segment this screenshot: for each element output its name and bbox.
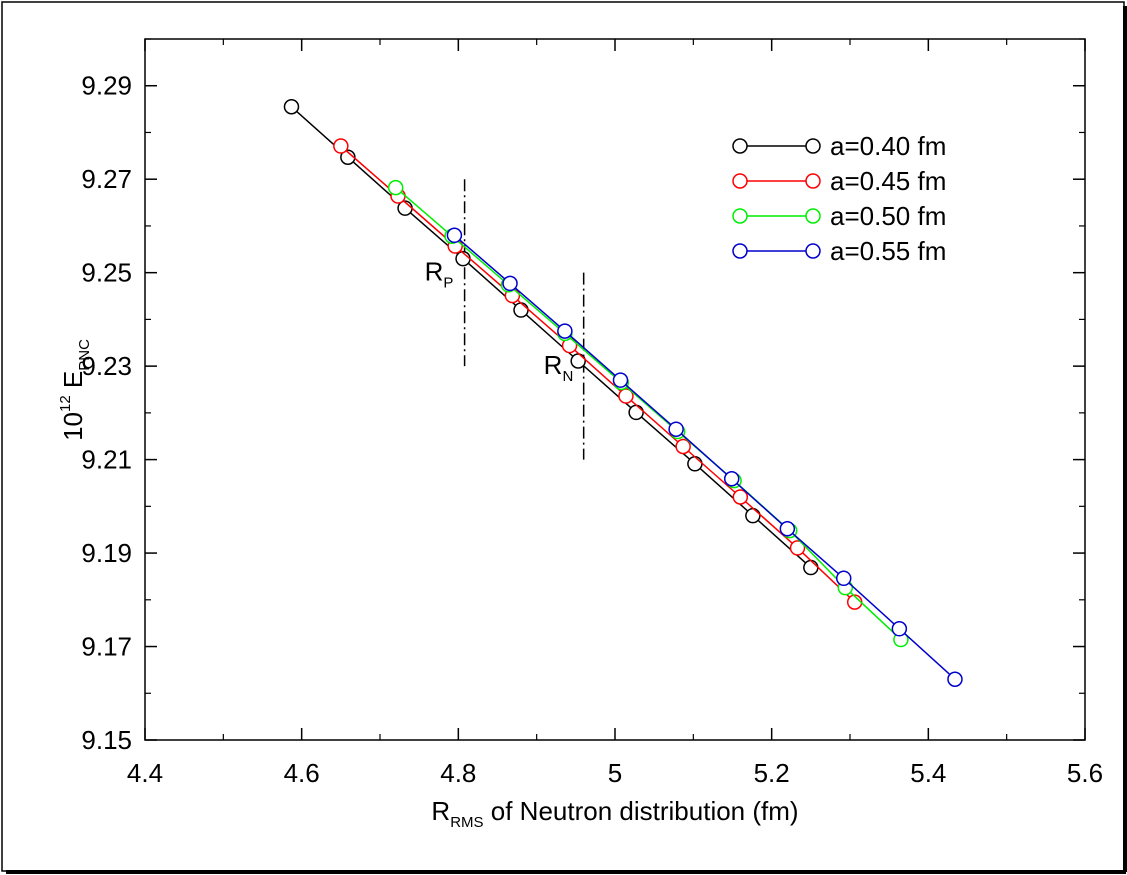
legend-marker	[732, 173, 748, 189]
x-axis-label-sub: RMS	[450, 814, 483, 831]
y-tick-label: 9.15	[81, 725, 132, 755]
data-point	[340, 149, 356, 165]
legend-item: a=0.55 fm	[732, 236, 946, 266]
y-tick-label: 9.23	[81, 351, 132, 381]
legend-marker	[805, 208, 821, 224]
legend: a=0.40 fm a=0.45 fm a=0.50 fm a=0.55 fm	[732, 131, 946, 266]
data-point	[502, 275, 518, 292]
legend-marker	[732, 138, 748, 154]
data-point	[789, 540, 806, 556]
legend-marker	[805, 243, 821, 259]
data-point	[723, 471, 740, 487]
data-point	[779, 521, 796, 537]
data-point	[835, 570, 852, 587]
legend-marker	[805, 138, 821, 154]
data-point	[513, 302, 529, 318]
data-point	[891, 621, 908, 637]
legend-label: a=0.55 fm	[830, 236, 946, 266]
data-point	[687, 456, 703, 472]
x-tick-label: 5	[608, 758, 622, 788]
legend-label: a=0.50 fm	[830, 201, 946, 231]
annotation-label-rn: RN	[544, 350, 574, 385]
x-tick-label: 4.6	[284, 758, 320, 788]
y-axis-ticks: 9.15 9.17 9.19 9.21 9.23 9.25 9.27 9.29	[81, 38, 1085, 755]
x-axis-ticks: 4.4 4.6 4.8 5 5.2 5.4 5.6	[127, 39, 1103, 788]
x-axis-label-main: R	[431, 796, 450, 826]
y-axis-label-sup: 12	[57, 395, 74, 412]
legend-label: a=0.45 fm	[830, 166, 946, 196]
x-axis-label: RRMS of Neutron distribution (fm)	[431, 796, 798, 831]
y-tick-label: 9.19	[81, 538, 132, 568]
annotation-label-rp: RP	[425, 257, 454, 292]
x-tick-label: 5.6	[1067, 758, 1103, 788]
series-1	[333, 138, 863, 610]
legend-marker	[732, 243, 748, 259]
x-axis-label-rest: of Neutron distribution (fm)	[484, 796, 799, 826]
legend-marker	[805, 173, 821, 189]
y-axis-label: 1012 EPNC	[57, 339, 93, 441]
y-tick-label: 9.17	[81, 632, 132, 662]
data-point	[612, 372, 629, 388]
data-point	[803, 559, 819, 576]
data-point	[333, 138, 349, 154]
y-axis-label-sub: PNC	[76, 339, 93, 371]
y-axis-label-main: E	[58, 371, 88, 396]
series-layer	[283, 99, 963, 687]
data-point	[283, 99, 300, 115]
y-tick-label: 9.21	[81, 445, 132, 475]
data-point	[446, 227, 463, 244]
data-point	[628, 404, 644, 421]
legend-marker	[732, 208, 748, 224]
legend-item: a=0.40 fm	[732, 131, 946, 161]
data-point	[557, 323, 573, 339]
data-point	[745, 507, 761, 524]
data-point	[668, 421, 684, 437]
y-tick-label: 9.29	[81, 71, 132, 101]
data-point	[732, 489, 749, 505]
x-tick-label: 4.8	[440, 758, 476, 788]
series-line	[340, 145, 856, 603]
data-point	[387, 179, 404, 196]
data-point	[570, 353, 586, 369]
series-line	[395, 187, 902, 641]
data-point	[947, 671, 963, 687]
x-tick-label: 5.4	[910, 758, 946, 788]
series-line	[291, 106, 812, 569]
x-tick-label: 4.4	[127, 758, 163, 788]
x-tick-label: 5.2	[754, 758, 790, 788]
legend-item: a=0.50 fm	[732, 201, 946, 231]
series-3	[446, 227, 963, 687]
data-point	[675, 438, 691, 455]
legend-label: a=0.40 fm	[830, 131, 946, 161]
data-point	[618, 388, 634, 404]
series-line	[453, 234, 956, 680]
y-tick-label: 9.27	[81, 164, 132, 194]
y-tick-label: 9.25	[81, 258, 132, 288]
y-axis-label-prefix: 10	[58, 412, 88, 441]
legend-item: a=0.45 fm	[732, 166, 946, 196]
